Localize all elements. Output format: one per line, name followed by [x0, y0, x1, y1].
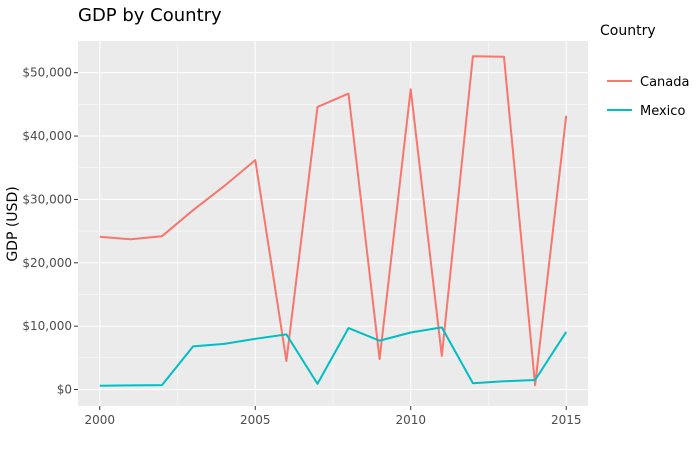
y-tick-label: $20,000 [22, 256, 72, 270]
x-tick-label: 2005 [240, 413, 271, 427]
series-lines [99, 55, 568, 387]
legend: Country Canada Mexico [600, 23, 689, 119]
legend-title: Country [600, 23, 656, 39]
y-tick-label: $0 [57, 383, 72, 397]
x-tick-label: 2000 [84, 413, 115, 427]
y-tick-label: $40,000 [22, 129, 72, 143]
x-tick-label: 2015 [551, 413, 582, 427]
gridlines [78, 41, 588, 406]
y-axis-ticks: $0 $10,000 $20,000 $30,000 $40,000 $50,000 [22, 66, 78, 397]
y-tick-label: $30,000 [22, 192, 72, 206]
chart-title: GDP by Country [78, 5, 222, 26]
series-line-canada [99, 55, 568, 387]
legend-label-mexico: Mexico [640, 104, 685, 119]
series-line-mexico [99, 326, 568, 387]
y-tick-label: $50,000 [22, 66, 72, 80]
x-axis-ticks: 2000 2005 2010 2015 [84, 406, 582, 427]
y-tick-label: $10,000 [22, 319, 72, 333]
legend-label-canada: Canada [640, 75, 689, 90]
x-tick-label: 2010 [395, 413, 426, 427]
y-axis-label: GDP (USD) [5, 186, 21, 261]
